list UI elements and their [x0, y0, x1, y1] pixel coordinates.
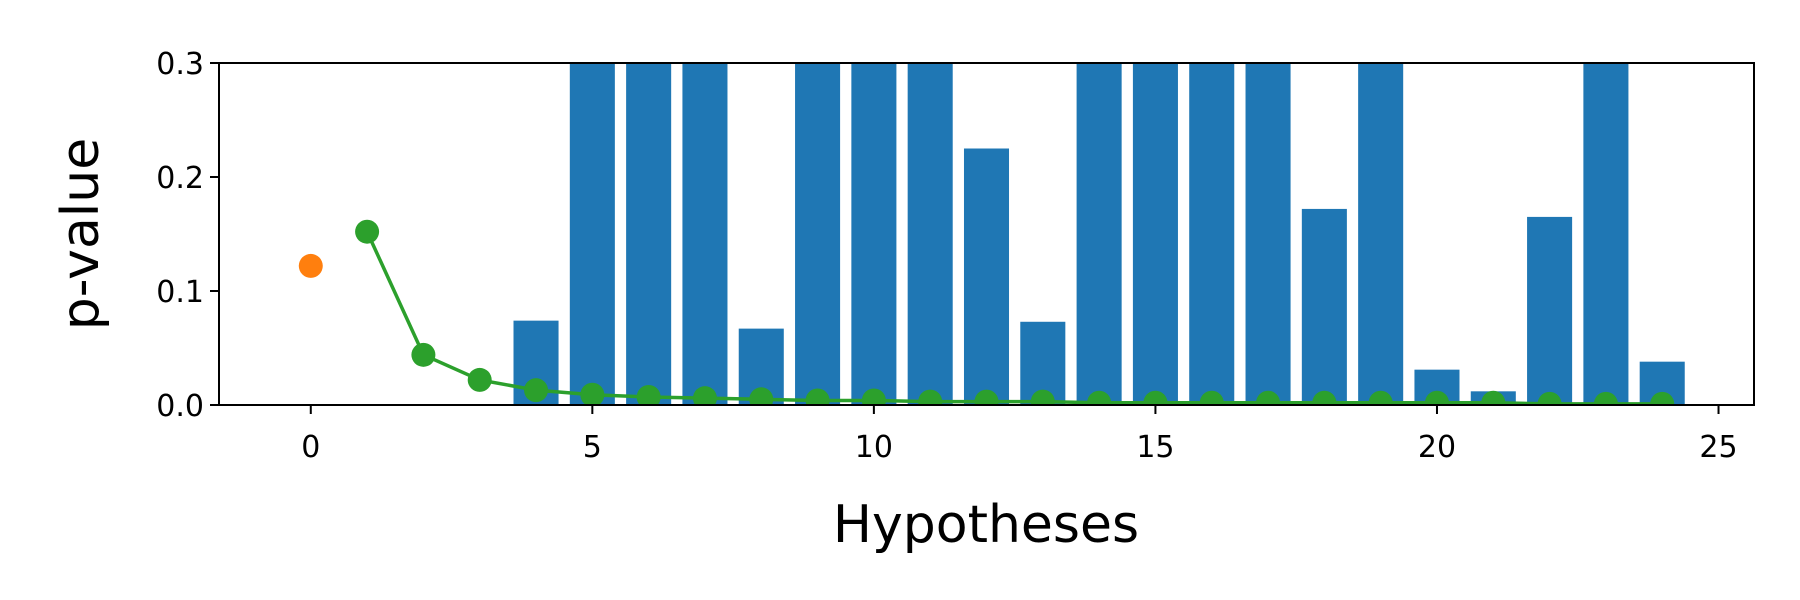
bar	[569, 63, 615, 405]
line-marker	[918, 389, 943, 405]
bar	[682, 63, 728, 405]
line-marker	[1087, 390, 1112, 405]
line-marker	[524, 378, 549, 403]
point	[298, 253, 323, 278]
x-tick-label: 15	[1136, 430, 1174, 465]
bar	[1245, 63, 1291, 405]
line-marker	[1481, 390, 1506, 405]
bar	[795, 63, 841, 405]
line-marker	[1593, 391, 1618, 405]
line-marker	[805, 388, 830, 405]
line-marker	[749, 387, 774, 405]
x-tick-label: 10	[855, 430, 893, 465]
line-marker	[355, 219, 380, 244]
line-marker	[1650, 391, 1675, 405]
line	[365, 230, 1663, 405]
bar	[1583, 63, 1629, 405]
line-marker	[974, 389, 999, 405]
bar	[1301, 208, 1347, 405]
plot-area	[298, 63, 1685, 405]
bar	[1189, 63, 1235, 405]
y-tick-label: 0.3	[156, 47, 204, 82]
x-tick-label: 5	[583, 430, 602, 465]
line-marker	[467, 367, 492, 392]
line-marker	[1424, 390, 1449, 405]
bar	[1358, 63, 1404, 405]
x-tick-label: 20	[1418, 430, 1456, 465]
line-marker	[861, 388, 886, 405]
bar	[963, 148, 1010, 405]
line-marker	[1312, 390, 1337, 405]
line-marker	[1199, 390, 1224, 405]
line-marker	[692, 386, 717, 405]
line-marker	[1030, 389, 1055, 405]
line-marker	[411, 342, 436, 367]
x-tick-label: 25	[1699, 430, 1737, 465]
line-marker	[1368, 390, 1393, 405]
y-axis-label: p-value	[51, 138, 111, 330]
bar	[1076, 63, 1122, 405]
line-marker	[1537, 391, 1562, 405]
line-marker	[580, 382, 605, 405]
x-axis-label: Hypotheses	[833, 495, 1139, 555]
axes-frame	[218, 62, 1755, 406]
line-marker	[1143, 390, 1168, 405]
bar	[1132, 63, 1178, 405]
line-marker	[636, 385, 661, 405]
y-tick-label: 0.2	[156, 161, 204, 196]
bar	[626, 63, 672, 405]
y-tick-label: 0.0	[156, 389, 204, 424]
bar	[851, 63, 897, 405]
bar	[1527, 216, 1573, 405]
y-tick-label: 0.1	[156, 275, 204, 310]
bar	[907, 63, 953, 405]
line-marker	[1256, 390, 1281, 405]
x-tick-label: 0	[301, 430, 320, 465]
